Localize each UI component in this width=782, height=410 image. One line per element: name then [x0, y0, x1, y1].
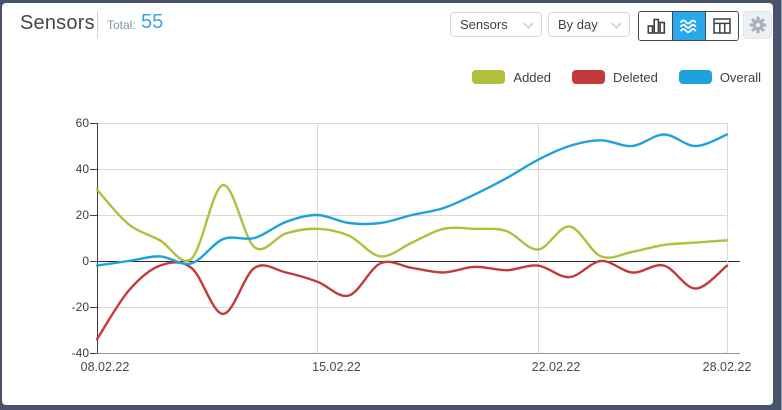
table-view-button[interactable] — [705, 12, 738, 40]
x-axis-label: 08.02.22 — [80, 360, 130, 374]
interval-select-value: By day — [558, 17, 598, 32]
legend-label: Overall — [719, 69, 761, 85]
y-axis-label: -40 — [71, 346, 89, 360]
series-line-added — [95, 183, 729, 262]
entity-select-value: Sensors — [460, 17, 508, 32]
y-axis-label: 60 — [75, 116, 89, 130]
series-line-deleted — [95, 259, 729, 341]
legend-swatch — [678, 70, 712, 84]
table-icon — [713, 18, 731, 34]
y-axis-label: 0 — [82, 254, 89, 268]
y-grid-line — [97, 122, 727, 124]
x-axis-label: 28.02.22 — [702, 360, 752, 374]
total-count: 55 — [141, 11, 164, 33]
entity-select[interactable]: Sensors — [450, 12, 542, 37]
y-grid-line — [97, 306, 727, 308]
bar-chart-icon — [646, 18, 665, 34]
legend-swatch — [472, 70, 506, 84]
chevron-down-icon — [611, 18, 622, 28]
y-axis-label: 40 — [75, 162, 89, 176]
header-divider — [97, 11, 98, 38]
chart-legend: Added Deleted Overall — [472, 67, 761, 87]
y-grid-line — [97, 214, 727, 216]
x-axis-line — [97, 353, 740, 354]
x-axis-label: 22.02.22 — [531, 360, 581, 374]
x-axis-label: 15.02.22 — [312, 360, 361, 374]
x-grid-line — [537, 123, 539, 353]
y-axis-tick — [90, 352, 97, 354]
zero-baseline — [97, 260, 740, 262]
line-chart-icon — [680, 19, 697, 33]
x-grid-line — [726, 123, 728, 353]
settings-button[interactable] — [743, 11, 772, 39]
gear-icon — [749, 16, 766, 34]
y-axis-tick — [90, 168, 97, 170]
chart-area: 60 40 20 0 -20 -40 08.02.22 15.02.22 22.02.22 28.… — [2, 3, 773, 405]
y-axis-tick — [90, 214, 97, 216]
y-grid-line — [97, 168, 727, 170]
series-lines — [95, 133, 729, 341]
panel-header: Sensors Total: 55 Sensors By day — [2, 3, 773, 49]
legend-item-deleted[interactable]: Deleted — [572, 70, 658, 85]
y-axis-label: 20 — [75, 208, 89, 222]
legend-swatch — [572, 70, 605, 84]
x-grid-line — [317, 123, 318, 353]
y-axis-tick — [90, 306, 97, 308]
legend-label: Deleted — [613, 69, 658, 85]
line-chart-view-button[interactable] — [672, 12, 705, 40]
interval-select[interactable]: By day — [548, 12, 630, 37]
y-axis-tick — [90, 122, 97, 124]
plot-area: 60 40 20 0 -20 -40 08.02.22 15.02.22 22.02.22 28.… — [72, 116, 752, 374]
y-axis-label: -20 — [71, 300, 89, 314]
page-title: Sensors — [20, 12, 95, 34]
bar-chart-view-button[interactable] — [639, 12, 672, 40]
sensors-panel: Sensors Total: 55 Sensors By day — [2, 3, 773, 405]
y-axis-line — [97, 123, 98, 353]
legend-item-added[interactable]: Added — [472, 70, 551, 85]
legend-item-overall[interactable]: Overall — [678, 69, 761, 85]
total-label: Total: — [107, 18, 136, 32]
chevron-down-icon — [523, 18, 534, 28]
view-switcher — [638, 11, 739, 41]
legend-label: Added — [513, 69, 551, 85]
series-line-overall — [95, 133, 729, 267]
y-axis-tick — [90, 260, 97, 262]
